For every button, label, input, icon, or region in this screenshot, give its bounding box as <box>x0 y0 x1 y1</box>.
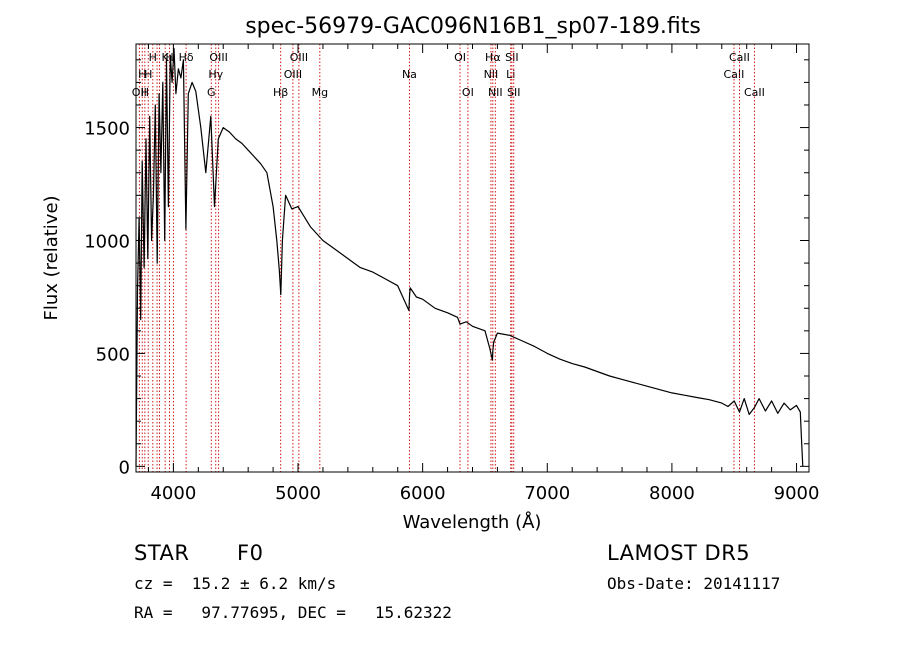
x-axis-label: Wavelength (Å) <box>403 511 542 533</box>
chart-title: spec-56979-GAC096N16B1_sp07-189.fits <box>245 14 701 39</box>
object-class: STAR <box>134 541 190 565</box>
line-marker-label: NII <box>484 68 499 81</box>
line-marker-label: CaII <box>724 68 745 81</box>
line-marker-label: Hα <box>485 51 501 64</box>
x-tick-label: 8000 <box>649 483 695 504</box>
line-marker-label: G <box>207 86 216 99</box>
x-tick-label: 4000 <box>150 483 196 504</box>
line-marker-label: OI <box>454 51 466 64</box>
y-tick-label: 1000 <box>84 231 130 252</box>
y-tick-label: 500 <box>96 344 130 365</box>
survey-name: LAMOST DR5 <box>607 541 751 565</box>
line-marker-label: OIII <box>290 51 308 64</box>
line-marker-label: OIII <box>209 51 227 64</box>
y-axis: 0 500 1000 1500 <box>84 59 809 478</box>
y-tick-label: 0 <box>119 457 130 478</box>
line-marker-label: CaII <box>729 51 750 64</box>
observation-date: Obs-Date: 20141117 <box>607 574 781 593</box>
y-tick-label: 1500 <box>84 119 130 140</box>
spectrum-line <box>135 47 804 467</box>
x-axis: 4000 5000 6000 7000 8000 9000 <box>147 44 820 504</box>
x-tick-label: 5000 <box>275 483 321 504</box>
y-axis-label: Flux (relative) <box>41 195 62 320</box>
x-tick-label: 7000 <box>524 483 570 504</box>
line-marker-label: H <box>138 68 146 81</box>
line-marker-label: Mg <box>312 86 328 99</box>
line-marker-label: NII <box>488 86 503 99</box>
line-marker-label: H <box>144 68 152 81</box>
x-tick-label: 6000 <box>400 483 446 504</box>
redshift-text: cz = 15.2 ± 6.2 km/s <box>134 574 337 593</box>
line-marker-label: Na <box>402 68 417 81</box>
line-marker-label: H <box>165 51 173 64</box>
line-marker-label: Li <box>506 68 515 81</box>
line-marker-label: CaII <box>744 86 765 99</box>
line-marker-label: Hβ <box>273 86 288 99</box>
line-marker-label: K <box>162 51 170 64</box>
line-marker-label: OI <box>462 86 474 99</box>
line-marker-label: H <box>141 86 149 99</box>
x-tick-label: 9000 <box>774 483 820 504</box>
line-marker-label: Hγ <box>208 68 223 81</box>
line-marker-label: SII <box>507 86 520 99</box>
plot-frame <box>135 43 810 473</box>
coordinates-text: RA = 97.77695, DEC = 15.62322 <box>134 603 452 622</box>
line-marker-label: H <box>149 51 157 64</box>
line-marker-label: SII <box>505 51 518 64</box>
line-marker-label: OIII <box>284 68 302 81</box>
line-marker-label: Hδ <box>179 51 194 64</box>
spectral-subclass: F0 <box>237 541 264 565</box>
